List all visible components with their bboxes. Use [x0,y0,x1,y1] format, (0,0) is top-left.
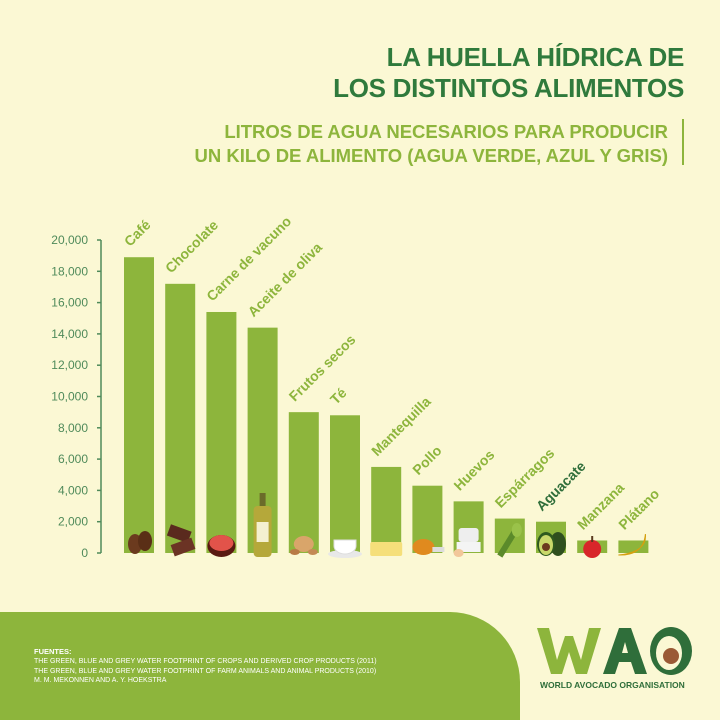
olive-oil-icon [259,493,266,507]
wao-logo [537,627,692,675]
asparagus-icon [511,523,522,537]
wao-logo-avocado-pit [663,648,679,664]
nuts-icon [307,549,318,555]
subtitle-line-2: UN KILO DE ALIMENTO (AGUA VERDE, AZUL Y … [194,145,669,166]
bar-label: Huevos [450,446,497,493]
chocolate-icon [170,537,196,557]
sources-title: FUENTES: [34,647,72,656]
y-tick-label: 10,000 [51,390,88,404]
eggs-icon [458,528,479,542]
bar-label: Café [121,216,154,249]
bar-label: Frutos secos [286,331,359,404]
bar-label: Chocolate [162,217,221,276]
bar-chart: 0 2,000 4,000 6,000 8,000 10,000 12,000 14,000 1… [51,213,662,560]
nuts-icon [289,549,300,555]
y-tick-label: 12,000 [51,358,88,372]
apple-icon [583,540,602,558]
chocolate-icon [166,524,192,544]
title-line-1: LA HUELLA HÍDRICA DE [386,42,685,72]
bar-6 [371,466,402,553]
y-tick-label: 6,000 [58,452,88,466]
logo-name: WORLD AVOCADO ORGANISATION [540,680,685,690]
y-tick-label: 16,000 [51,296,88,310]
steak-icon [209,535,234,551]
bar-12 [618,540,649,553]
subtitle-divider [682,119,684,165]
y-tick-label: 0 [81,546,88,560]
eggs-icon [453,549,464,557]
bar-5 [330,415,360,553]
bar-1 [165,283,196,553]
y-tick-label: 2,000 [58,515,88,529]
y-tick-label: 18,000 [51,264,88,278]
bar-0 [124,257,154,553]
subtitle: LITROS DE AGUA NECESARIOS PARA PRODUCIR … [195,120,669,168]
bar-label: Mantequilla [368,393,434,459]
chicken-leg-icon [412,539,435,555]
wao-logo-a-counter [622,642,628,653]
y-tick-label: 8,000 [58,421,88,435]
bar-4 [288,412,319,553]
tea-cup-icon [333,539,357,555]
olive-oil-icon [256,522,269,542]
bar-label: Té [327,384,350,407]
y-tick-label: 4,000 [58,483,88,497]
nuts-icon [293,536,314,552]
apple-icon [591,536,594,542]
wao-logo-w [537,628,601,674]
source-2: THE GREEN, BLUE AND GREY WATER FOOTPRINT… [34,667,377,675]
bar-label: Pollo [409,442,445,478]
chicken-leg-icon [432,547,445,552]
bar-2 [206,311,237,553]
title-line-2: LOS DISTINTOS ALIMENTOS [333,73,684,103]
eggs-icon [456,542,481,552]
avocado-icon [542,543,550,551]
y-tick-label: 20,000 [51,233,88,247]
avocado-icon [550,532,566,556]
subtitle-line-1: LITROS DE AGUA NECESARIOS PARA PRODUCIR [224,121,668,142]
banana-icon [618,533,646,556]
page-title: LA HUELLA HÍDRICA DE LOS DISTINTOS ALIME… [333,42,684,104]
source-1: THE GREEN, BLUE AND GREY WATER FOOTPRINT… [34,658,377,666]
coffee-beans-icon [138,531,152,551]
y-tick-label: 14,000 [51,327,88,341]
butter-icon [370,542,403,556]
source-authors: M. M. MEKONNEN AND A. Y. HOEKSTRA [34,676,167,684]
footer-panel [0,612,520,720]
sources: FUENTES: THE GREEN, BLUE AND GREY WATER … [34,647,377,685]
